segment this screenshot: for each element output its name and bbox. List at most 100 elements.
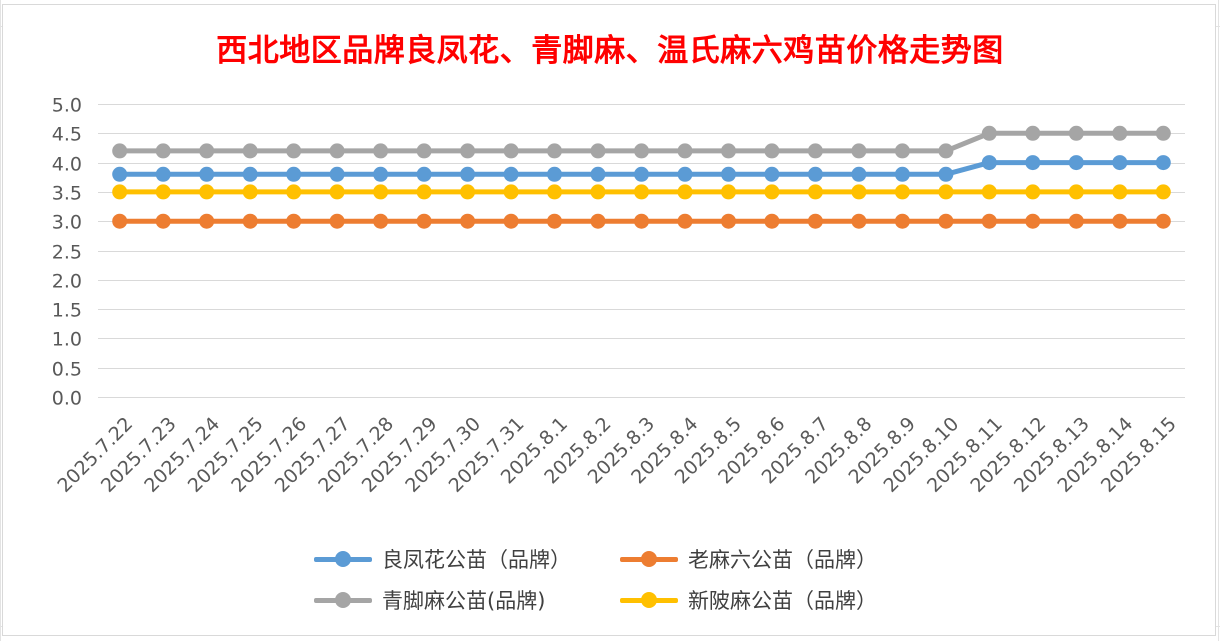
data-point [894,166,910,182]
data-point [112,213,128,229]
data-point [894,213,910,229]
data-point [634,166,649,182]
data-point [286,166,302,182]
data-point [199,143,215,159]
data-point [416,213,432,229]
data-point [1155,184,1171,200]
data-point [938,213,954,229]
data-point [416,143,432,159]
data-point [112,184,128,200]
y-tick-label: 4.0 [52,154,82,176]
data-point [199,213,215,229]
data-point [764,184,780,200]
data-point [112,143,128,159]
data-point [981,213,997,229]
data-point [460,143,476,159]
data-point [1068,125,1084,141]
data-point [590,143,606,159]
y-tick-label: 3.0 [52,212,82,234]
data-point [677,213,693,229]
data-point [242,213,258,229]
data-point [460,213,476,229]
data-point [1155,155,1171,171]
data-point [286,213,302,229]
data-point [1068,155,1084,171]
data-point [242,166,258,182]
data-point [1155,213,1171,229]
data-point [329,166,345,182]
data-point [373,213,389,229]
data-point [1155,125,1171,141]
data-point [1112,125,1128,141]
data-point [547,213,562,229]
data-point [1068,213,1084,229]
data-point [721,143,736,159]
data-point [460,184,476,200]
data-point [764,213,780,229]
data-point [1068,184,1084,200]
data-point [634,213,649,229]
data-point [1112,184,1128,200]
data-point [764,166,780,182]
data-point [329,213,345,229]
data-point [851,184,867,200]
data-point [590,184,606,200]
y-tick-label: 0.0 [52,388,82,410]
data-point [547,184,562,200]
data-point [286,184,302,200]
data-point [677,184,693,200]
data-point [155,166,171,182]
data-point [807,143,823,159]
data-point [199,166,215,182]
data-point [851,166,867,182]
data-point [503,213,519,229]
data-point [286,143,302,159]
data-point [807,184,823,200]
y-tick-label: 5.0 [52,95,82,117]
data-point [764,143,780,159]
data-point [894,143,910,159]
y-tick-label: 4.5 [52,124,82,146]
data-point [938,166,954,182]
y-tick-label: 1.5 [52,300,82,322]
data-point [155,184,171,200]
data-point [373,143,389,159]
data-point [416,166,432,182]
data-point [547,166,562,182]
data-point [938,184,954,200]
data-point [721,184,736,200]
data-point [851,213,867,229]
data-point [677,143,693,159]
data-point [155,143,171,159]
data-point [721,213,736,229]
data-point [155,213,171,229]
chart-area[interactable]: 西北地区品牌良凤花、青脚麻、温氏麻六鸡苗价格走势图 0.0 0.5 1.0 1.5 2.… [2,4,1216,636]
data-point [590,213,606,229]
data-point [503,184,519,200]
data-point [981,155,997,171]
data-point [373,166,389,182]
data-point [851,143,867,159]
data-point [1025,184,1041,200]
data-point [981,125,997,141]
data-point [1112,155,1128,171]
data-point [547,143,562,159]
data-point [590,166,606,182]
data-point [503,166,519,182]
data-point [894,184,910,200]
data-point [1025,155,1041,171]
y-tick-label: 3.5 [52,183,82,205]
data-point [1112,213,1128,229]
data-point [807,213,823,229]
data-point [1025,125,1041,141]
data-point [634,143,649,159]
y-tick-label: 2.5 [52,242,82,264]
data-point [373,184,389,200]
data-point [807,166,823,182]
data-point [721,166,736,182]
chart-title: 西北地区品牌良凤花、青脚麻、温氏麻六鸡苗价格走势图 [216,33,1004,69]
data-point [329,184,345,200]
data-point [677,166,693,182]
data-point [416,184,432,200]
data-point [242,184,258,200]
